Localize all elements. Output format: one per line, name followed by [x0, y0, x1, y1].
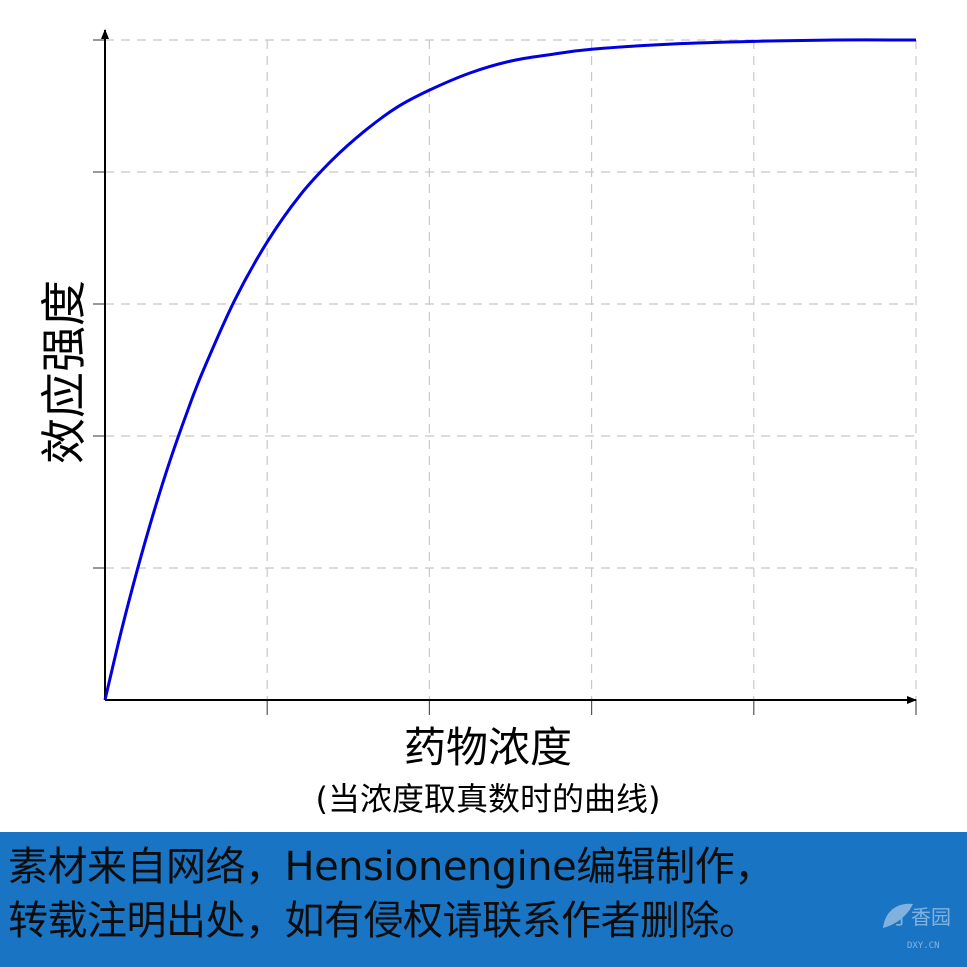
y-axis-label: 效应强度 — [37, 280, 91, 464]
axis-ticks — [93, 39, 917, 715]
series-layer — [103, 38, 917, 701]
chart-canvas: 效应强度 药物浓度 (当浓度取真数时的曲线) — [37, 29, 917, 818]
watermark-text: 丁香园 — [891, 905, 951, 929]
x-axis-label: 药物浓度 — [404, 723, 572, 772]
copyright-banner: 素材来自网络，Hensionengine编辑制作， 转载注明出处，如有侵权请联系… — [0, 832, 967, 967]
watermark-subtext: DXY.CN — [907, 941, 940, 951]
leaf-icon — [883, 903, 913, 928]
chart-note: (当浓度取真数时的曲线) — [316, 780, 661, 818]
banner-line-1: 素材来自网络，Hensionengine编辑制作， — [8, 844, 774, 890]
grid-lines — [105, 39, 917, 700]
series-line-0 — [103, 38, 917, 701]
watermark-logo: 丁香园 DXY.CN — [883, 903, 951, 951]
banner-line-2: 转载注明出处，如有侵权请联系作者删除。 — [8, 898, 759, 944]
